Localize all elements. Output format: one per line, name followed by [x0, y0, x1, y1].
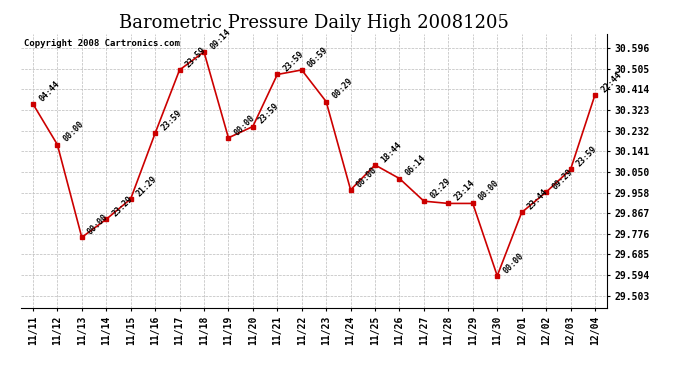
Text: 23:44: 23:44: [526, 188, 550, 212]
Text: 23:59: 23:59: [184, 45, 208, 69]
Text: 00:00: 00:00: [233, 113, 257, 137]
Text: 06:59: 06:59: [306, 45, 330, 69]
Text: Copyright 2008 Cartronics.com: Copyright 2008 Cartronics.com: [23, 39, 179, 48]
Text: 09:29: 09:29: [550, 167, 574, 191]
Text: 00:00: 00:00: [355, 165, 379, 189]
Text: 22:44: 22:44: [599, 70, 623, 94]
Text: 00:00: 00:00: [86, 213, 110, 237]
Text: 23:14: 23:14: [453, 178, 477, 203]
Text: 04:44: 04:44: [37, 79, 61, 103]
Text: 23:59: 23:59: [257, 102, 281, 126]
Text: 09:14: 09:14: [208, 27, 233, 51]
Text: 00:00: 00:00: [502, 251, 526, 275]
Text: 23:59: 23:59: [282, 50, 306, 74]
Text: 18:44: 18:44: [380, 140, 403, 164]
Text: 02:29: 02:29: [428, 176, 452, 200]
Text: 21:29: 21:29: [135, 174, 159, 198]
Text: 23:29: 23:29: [110, 195, 135, 219]
Title: Barometric Pressure Daily High 20081205: Barometric Pressure Daily High 20081205: [119, 14, 509, 32]
Text: 06:14: 06:14: [404, 154, 428, 178]
Text: 23:59: 23:59: [159, 108, 184, 132]
Text: 23:59: 23:59: [575, 145, 599, 169]
Text: 00:00: 00:00: [477, 178, 501, 203]
Text: 00:00: 00:00: [61, 120, 86, 144]
Text: 00:29: 00:29: [331, 77, 355, 101]
